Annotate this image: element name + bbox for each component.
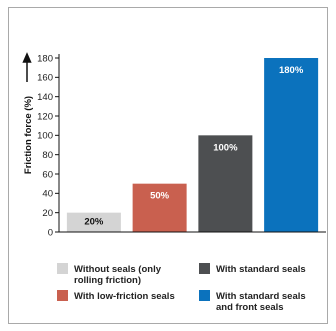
bar-data-label: 20% [84,217,104,228]
y-axis-label: Friction force (%) [23,96,34,174]
y-tick-label: 160 [37,73,53,84]
legend-swatch-low-friction-seals [57,290,68,301]
legend-swatch-without-seals [57,263,68,274]
y-axis-arrow [22,52,32,82]
bar [132,183,187,232]
bar [198,135,253,232]
legend-label-without-seals: Without seals (only rolling friction) [74,264,162,286]
data-labels: 20% 50% 100% 180% [84,65,303,228]
bars [66,58,319,232]
y-axis-ticks: 0 20 40 60 80 100 120 140 160 180 [37,53,59,238]
legend-swatch-standard-seals [199,263,210,274]
bar [66,212,121,232]
y-tick-label: 180 [37,53,53,64]
bar-data-label: 180% [279,65,304,76]
y-tick-label: 140 [37,92,53,103]
y-tick-label: 60 [42,169,53,180]
legend-swatch-standard-and-front-seals [199,290,210,301]
bar-data-label: 50% [150,191,170,202]
y-tick-label: 20 [42,208,53,219]
y-tick-label: 40 [42,189,53,200]
legend-label-low-friction-seals: With low-friction seals [74,291,175,302]
bar [264,58,319,232]
y-tick-label: 0 [48,227,53,238]
bar-data-label: 100% [213,142,238,153]
y-tick-label: 120 [37,111,53,122]
legend-label-standard-and-front-seals: With standard seals and front seals [216,291,306,313]
y-tick-label: 100 [37,131,53,142]
legend-label-standard-seals: With standard seals [216,264,306,275]
y-tick-label: 80 [42,150,53,161]
